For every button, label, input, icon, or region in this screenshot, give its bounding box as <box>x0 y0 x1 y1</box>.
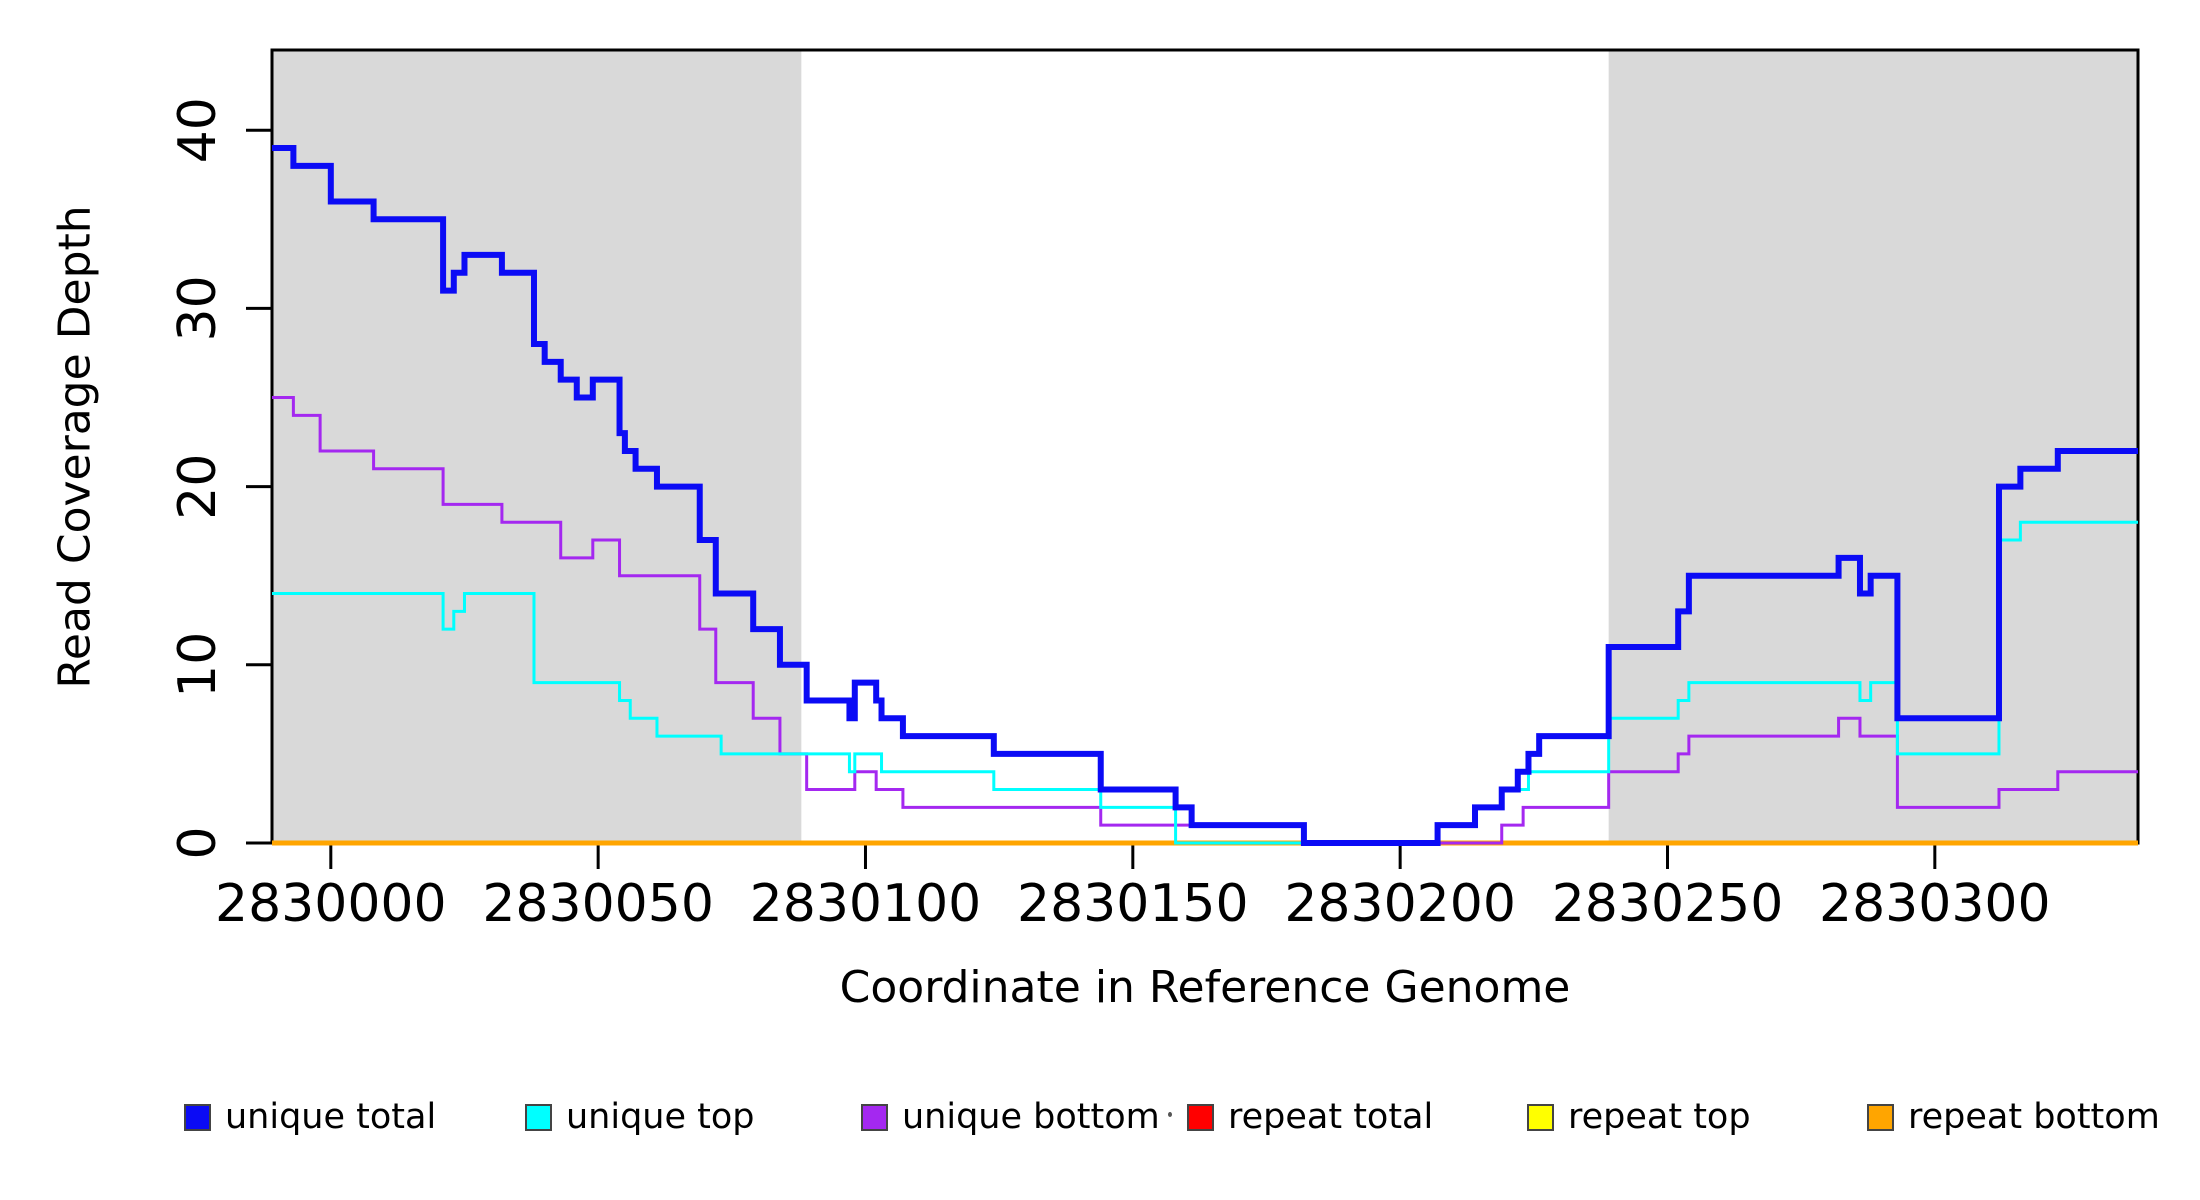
legend-item-unique-total: unique total <box>184 1097 436 1137</box>
legend-swatch <box>1527 1103 1554 1131</box>
legend-item-unique-bottom: unique bottom <box>861 1097 1160 1137</box>
legend-item-repeat-bottom: repeat bottom <box>1867 1097 2160 1137</box>
x-axis-title: Coordinate in Reference Genome <box>839 962 1571 1013</box>
x-tick-label: 2830050 <box>482 874 714 934</box>
x-tick-label: 2830000 <box>215 874 447 934</box>
legend-item-repeat-top: repeat top <box>1527 1097 1751 1137</box>
stray-dot-artifact <box>1168 1112 1172 1117</box>
shaded-band <box>1608 50 2138 843</box>
y-tick-label: 0 <box>168 826 228 859</box>
y-tick-label: 20 <box>168 454 228 520</box>
legend-item-repeat-total: repeat total <box>1187 1097 1433 1137</box>
legend-label: repeat total <box>1228 1097 1434 1137</box>
legend-label: unique total <box>225 1097 437 1137</box>
legend-label: repeat top <box>1568 1097 1751 1137</box>
x-tick-label: 2830300 <box>1819 874 2051 934</box>
legend-swatch <box>1187 1103 1214 1131</box>
x-tick-label: 2830150 <box>1017 874 1249 934</box>
legend-label: unique top <box>566 1097 755 1137</box>
x-tick-label: 2830200 <box>1284 874 1516 934</box>
shaded-band <box>272 50 802 843</box>
y-tick-label: 30 <box>168 275 228 341</box>
legend-swatch <box>1867 1103 1894 1131</box>
legend-label: repeat bottom <box>1908 1097 2160 1137</box>
legend-label: unique bottom <box>902 1097 1160 1137</box>
y-tick-label: 40 <box>168 97 228 163</box>
series-unique-top <box>272 520 2138 845</box>
y-tick-label: 10 <box>168 632 228 698</box>
legend-item-unique-top: unique top <box>525 1097 755 1137</box>
y-axis-title: Read Coverage Depth <box>49 205 101 689</box>
series-unique-total <box>272 145 2138 846</box>
series-unique-bottom <box>272 395 2138 845</box>
legend-swatch <box>861 1103 888 1131</box>
legend-swatch <box>525 1103 552 1131</box>
x-tick-label: 2830100 <box>750 874 982 934</box>
legend-swatch <box>184 1103 211 1131</box>
x-tick-label: 2830250 <box>1552 874 1784 934</box>
